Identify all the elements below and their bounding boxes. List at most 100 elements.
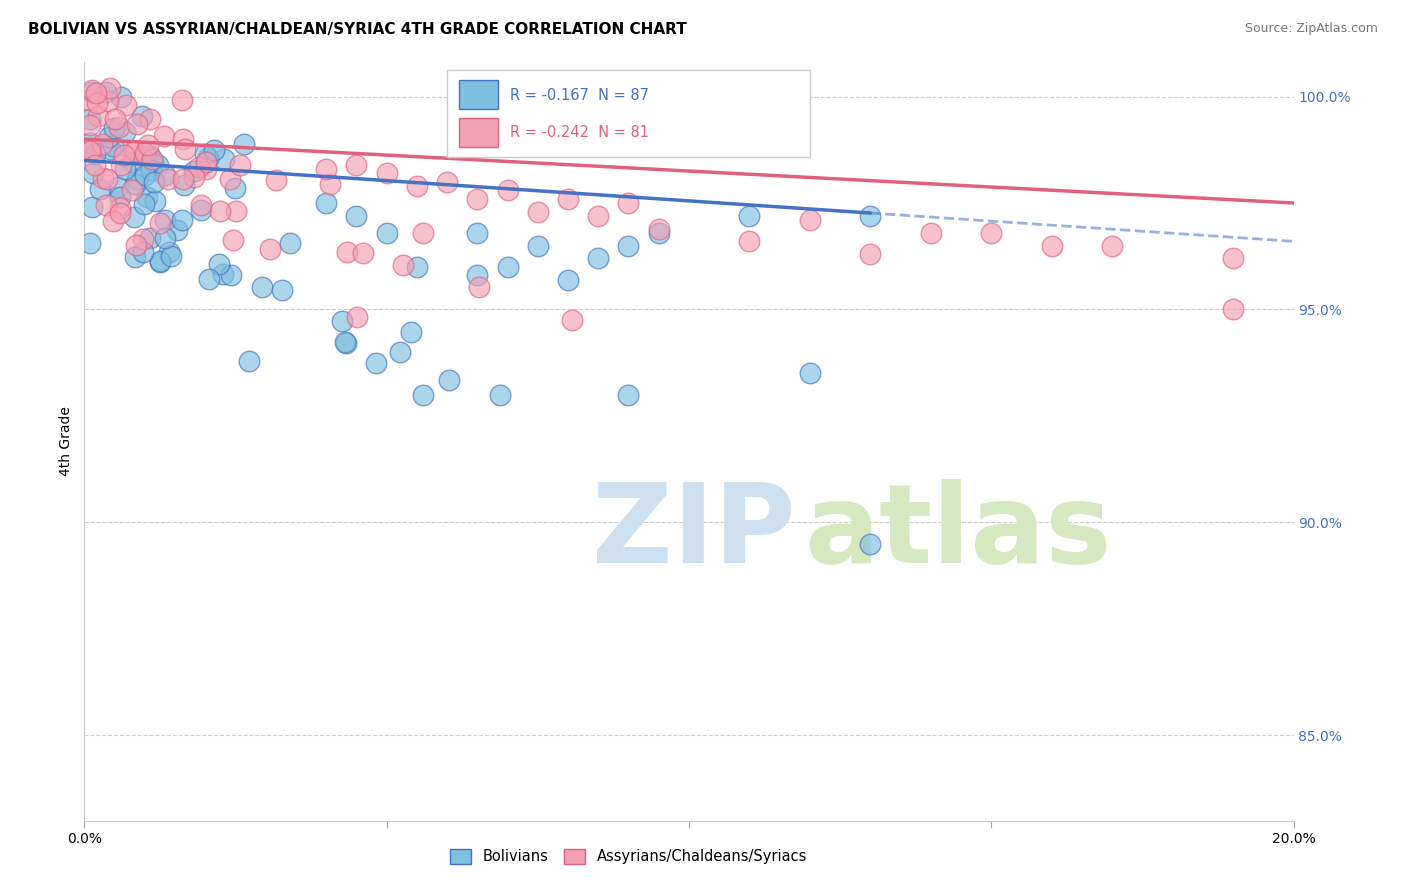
Point — [336, 245, 359, 260]
Point — [222, 233, 245, 247]
Point — [138, 137, 160, 152]
Point — [79, 93, 101, 107]
Point — [98, 130, 121, 145]
FancyBboxPatch shape — [447, 70, 810, 157]
Point — [412, 226, 434, 240]
Point — [799, 367, 821, 381]
Point — [110, 158, 132, 172]
Point — [224, 180, 246, 194]
Point — [142, 175, 165, 189]
Point — [859, 209, 882, 223]
Point — [190, 202, 212, 217]
Point — [183, 163, 205, 178]
Text: ZIP: ZIP — [592, 479, 796, 586]
Point — [79, 144, 101, 158]
Point — [1040, 238, 1063, 252]
Point — [114, 162, 136, 177]
Point — [859, 247, 882, 261]
Point — [131, 109, 153, 123]
Point — [406, 178, 429, 193]
Point — [557, 273, 579, 287]
Point — [108, 189, 131, 203]
Point — [93, 170, 115, 185]
Point — [437, 373, 460, 387]
Point — [364, 356, 387, 370]
Point — [194, 147, 217, 161]
Point — [134, 145, 156, 160]
Point — [980, 226, 1002, 240]
Point — [139, 231, 162, 245]
Point — [80, 142, 103, 156]
Point — [330, 314, 353, 328]
Point — [87, 109, 110, 123]
Point — [83, 158, 105, 172]
Point — [172, 172, 194, 186]
Point — [153, 212, 176, 227]
Point — [259, 242, 281, 256]
Point — [82, 83, 104, 97]
Point — [141, 162, 163, 177]
Point — [101, 214, 124, 228]
Point — [125, 171, 148, 186]
Point — [107, 180, 129, 194]
Point — [94, 85, 117, 99]
Point — [617, 238, 640, 252]
Text: R = -0.242  N = 81: R = -0.242 N = 81 — [510, 126, 650, 140]
Point — [738, 209, 761, 223]
Point — [617, 387, 640, 401]
Point — [315, 161, 337, 176]
Point — [375, 226, 398, 240]
Point — [125, 117, 148, 131]
Point — [198, 272, 221, 286]
Point — [920, 226, 942, 240]
Point — [488, 387, 510, 401]
Point — [100, 142, 122, 156]
Point — [183, 169, 205, 184]
Point — [149, 255, 172, 269]
Point — [124, 177, 146, 191]
Point — [115, 98, 138, 112]
Point — [112, 148, 135, 162]
Point — [799, 213, 821, 227]
Point — [79, 235, 101, 250]
Point — [172, 93, 194, 107]
Point — [138, 112, 160, 126]
Point — [399, 325, 422, 339]
Point — [391, 258, 413, 272]
Point — [346, 310, 368, 324]
Point — [124, 144, 146, 158]
Point — [86, 96, 108, 111]
Point — [1222, 252, 1244, 266]
Point — [496, 260, 519, 274]
Point — [467, 226, 489, 240]
Point — [139, 149, 162, 163]
Point — [172, 132, 194, 146]
Point — [588, 252, 610, 266]
Point — [110, 90, 132, 104]
Point — [588, 209, 610, 223]
Text: Source: ZipAtlas.com: Source: ZipAtlas.com — [1244, 22, 1378, 36]
Point — [96, 171, 118, 186]
FancyBboxPatch shape — [460, 118, 498, 147]
FancyBboxPatch shape — [460, 80, 498, 110]
Point — [174, 142, 197, 156]
Point — [352, 245, 374, 260]
Point — [155, 231, 177, 245]
Point — [467, 268, 489, 283]
Point — [79, 118, 101, 132]
Point — [527, 204, 550, 219]
Point — [1222, 302, 1244, 317]
Point — [97, 94, 120, 108]
Point — [79, 136, 101, 150]
Point — [89, 182, 111, 196]
Point — [468, 279, 491, 293]
Point — [157, 245, 180, 260]
Point — [194, 162, 217, 177]
Point — [142, 154, 165, 169]
Point — [103, 121, 125, 136]
Point — [197, 151, 219, 165]
Point — [153, 169, 176, 183]
Point — [221, 268, 243, 282]
Point — [156, 172, 179, 186]
Point — [315, 196, 337, 211]
